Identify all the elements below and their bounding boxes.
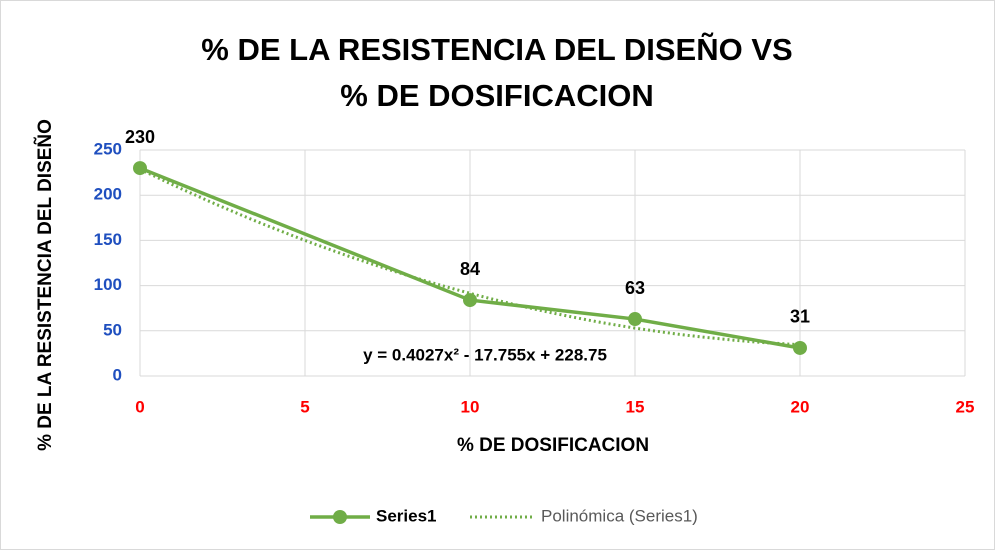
x-tick-label: 20 — [791, 397, 810, 416]
data-label: 230 — [125, 127, 155, 147]
y-tick-label: 50 — [103, 320, 122, 339]
chart-title: % DE DOSIFICACION — [340, 78, 653, 113]
y-axis-label: % DE LA RESISTENCIA DEL DISEÑO — [34, 119, 56, 451]
data-point — [793, 340, 807, 355]
x-tick-label: 25 — [956, 397, 975, 416]
x-tick-label: 10 — [461, 397, 480, 416]
legend-label: Polinómica (Series1) — [541, 506, 698, 525]
data-label: 84 — [460, 259, 480, 279]
y-tick-label: 250 — [94, 139, 122, 158]
y-tick-label: 100 — [94, 275, 122, 294]
x-tick-label: 15 — [626, 397, 645, 416]
trendline-equation: y = 0.4027x² - 17.755x + 228.75 — [363, 345, 607, 364]
x-tick-label: 0 — [135, 397, 144, 416]
series-line — [139, 166, 801, 350]
legend-marker — [333, 510, 347, 524]
trendline — [139, 167, 801, 347]
y-tick-label: 200 — [94, 185, 122, 204]
x-axis-label: % DE DOSIFICACION — [457, 435, 649, 456]
chart-title: % DE LA RESISTENCIA DEL DISEÑO VS — [201, 32, 792, 67]
y-tick-label: 150 — [94, 230, 122, 249]
legend-label: Series1 — [376, 506, 437, 525]
y-tick-label: 0 — [113, 365, 122, 384]
data-point — [463, 293, 477, 308]
x-tick-label: 5 — [300, 397, 309, 416]
data-point — [628, 312, 642, 327]
data-label: 63 — [625, 278, 645, 298]
data-label: 31 — [790, 307, 810, 327]
data-point — [133, 161, 147, 176]
